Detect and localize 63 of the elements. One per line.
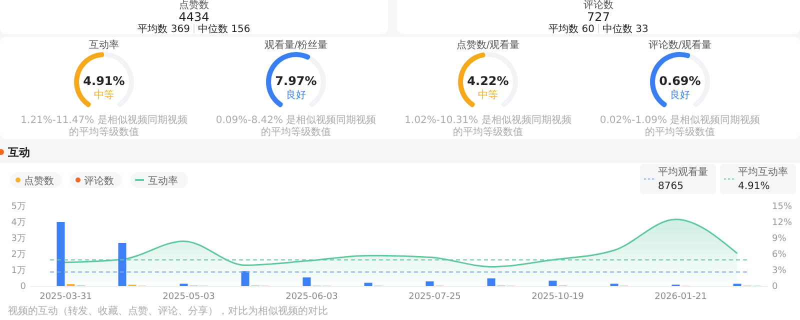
text: 的平均等级数值 — [69, 126, 139, 138]
y2-tick-label: 0 — [772, 282, 778, 292]
y2-tick-label: 9% — [772, 234, 787, 244]
text: 平均数 369 — [138, 23, 190, 35]
bar — [548, 280, 557, 286]
x-tick-label: 2025-10-19 — [532, 292, 584, 302]
bar — [241, 271, 250, 286]
text: 1.21%-11.47% 是相似视频同期视频 — [20, 114, 188, 126]
y-tick-label: 4万 — [11, 218, 26, 228]
legend-label: 点赞数 — [24, 175, 54, 187]
text: 中位数 156 — [198, 23, 250, 35]
legend-label: 互动率 — [148, 175, 178, 187]
y2-tick-label: 6% — [772, 250, 787, 260]
y-tick-label: 0 — [20, 282, 26, 292]
y-tick-label: 1万 — [11, 266, 26, 276]
text: 的平均等级数值 — [453, 126, 523, 138]
x-tick-label: 2026-01-21 — [654, 292, 707, 302]
y2-tick-label: 12% — [772, 218, 792, 228]
text: 中位数 33 — [602, 23, 648, 35]
text: 4.22% — [467, 74, 509, 88]
y-tick-label: 5万 — [11, 202, 26, 212]
legend-label: 平均观看量 — [658, 166, 708, 178]
text: 4434 — [178, 10, 210, 24]
x-tick-label: 2025-05-03 — [162, 292, 215, 302]
text: 中等 — [94, 89, 114, 101]
text: 8765 — [658, 181, 684, 192]
text: 4.91% — [83, 74, 125, 88]
y2-tick-label: 3% — [772, 266, 787, 276]
text: 视频的互动（转发、收藏、点赞、评论、分享），对比为相似视频的对比 — [8, 305, 328, 317]
x-tick-label: 2025-03-31 — [40, 292, 92, 302]
text: 0.02%-1.09% 是相似视频同期视频 — [600, 114, 760, 126]
chart-title: 观看量/粉丝量 — [264, 39, 328, 51]
text: 良好 — [670, 89, 690, 101]
chart-title: 互动 — [7, 146, 30, 159]
text: 4.91% — [738, 181, 770, 192]
text: 评论数 — [584, 0, 614, 11]
text: 7.97% — [275, 74, 317, 88]
text: 0.09%-8.42% 是相似视频同期视频 — [216, 114, 376, 126]
chart-title: 评论数/观看量 — [648, 39, 712, 51]
bar — [487, 278, 496, 286]
bar — [364, 282, 372, 286]
chart-title: 点赞数/观看量 — [456, 39, 520, 51]
legend-label: 评论数 — [84, 175, 114, 187]
x-tick-label: 2025-07-25 — [408, 292, 461, 302]
text: 的平均等级数值 — [645, 126, 715, 138]
bar — [302, 277, 311, 286]
y2-tick-label: 15% — [772, 202, 792, 212]
text: 0.69% — [659, 74, 701, 88]
text: 727 — [587, 10, 610, 24]
chart-title: 互动率 — [89, 39, 119, 51]
text: 的平均等级数值 — [261, 126, 331, 138]
bar — [56, 222, 65, 286]
y-tick-label: 3万 — [11, 234, 26, 244]
x-tick-label: 2025-06-03 — [286, 292, 338, 302]
bar — [118, 242, 126, 286]
y-tick-label: 2万 — [11, 250, 26, 260]
legend-label: 平均互动率 — [738, 166, 788, 178]
text: 良好 — [286, 89, 306, 101]
text: 1.02%-10.31% 是相似视频同期视频 — [404, 114, 572, 126]
bar — [426, 281, 434, 286]
text: 点赞数 — [179, 0, 209, 11]
text: 平均数 60 — [548, 23, 594, 35]
text: 中等 — [478, 89, 498, 101]
